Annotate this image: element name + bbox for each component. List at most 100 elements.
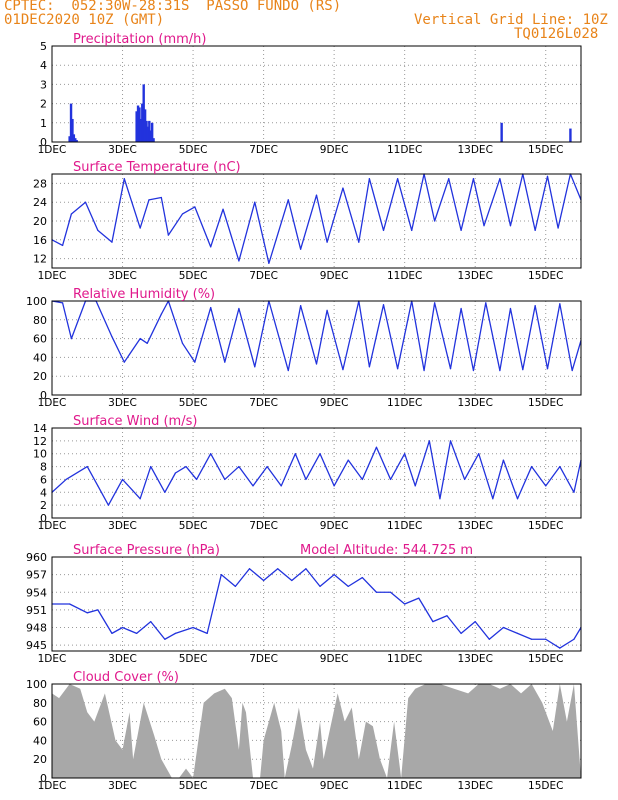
humidity-point [70, 338, 72, 340]
precip-bar [69, 103, 73, 142]
temperature-panel: 12 16 20 24 28 1DEC 3DEC 5DEC 7DEC 9DEC 11DEC 13DEC… [33, 160, 582, 282]
precipitation-y-tick-label: 1 [40, 117, 47, 130]
wind-point [414, 485, 416, 487]
wind-point [516, 498, 519, 500]
pressure-point [305, 568, 307, 570]
humidity-y-tick-label: 60 [33, 333, 47, 346]
wind-x-tick-label: 5DEC [179, 520, 208, 532]
pressure-x-tick-label: 15DEC [528, 653, 563, 665]
pressure-point [418, 597, 420, 599]
humidity-point [181, 342, 184, 344]
header-location: CPTEC: 052:30W-28:31S PASSO FUNDO (RS) [4, 0, 342, 14]
wind-y-tick-label: 8 [40, 461, 47, 474]
temperature-point [472, 178, 475, 180]
humidity-point [499, 369, 501, 372]
cloud-cover-x-tick-label: 1DEC [38, 780, 67, 792]
precip-bar [148, 120, 151, 142]
precip-bar [145, 120, 148, 142]
cloud-cover-frame [51, 683, 582, 779]
temperature-point [287, 199, 289, 201]
precipitation-frame [51, 45, 582, 143]
precip-bar [500, 122, 503, 142]
wind-point [97, 485, 99, 487]
temperature-x-tick-label: 1DEC [38, 270, 67, 282]
wind-x-tick-label: 1DEC [38, 520, 67, 532]
humidity-point [485, 302, 487, 304]
wind-y-tick-label: 12 [33, 435, 47, 448]
wind-point [185, 465, 187, 468]
cloud-cover-x-tick-label: 9DEC [320, 780, 349, 792]
temperature-point [358, 241, 360, 243]
wind-x-tick-label: 9DEC [320, 520, 349, 532]
precip-bar [141, 103, 144, 142]
cloud-cover-y-tick-label: 0 [40, 772, 47, 785]
wind-point [174, 472, 177, 474]
humidity-point [160, 313, 162, 315]
precip-bar [146, 126, 150, 142]
wind-point [333, 485, 335, 487]
cloud-cover-x-tick-label: 7DEC [249, 780, 278, 792]
humidity-point [342, 369, 344, 371]
precip-bar [142, 84, 145, 142]
temperature-y-tick-label: 24 [33, 196, 47, 209]
wind-point [86, 465, 88, 468]
wind-point [121, 478, 124, 481]
wind-point [428, 440, 430, 442]
temperature-point [181, 213, 184, 215]
pressure-point [460, 632, 462, 634]
wind-point [294, 453, 296, 455]
humidity-point [434, 302, 436, 304]
humidity-y-tick-label: 20 [33, 370, 47, 383]
humidity-point [460, 307, 462, 310]
temperature-point [194, 206, 196, 208]
pressure-point [121, 626, 124, 629]
temperature-point [397, 178, 399, 180]
wind-y-tick-label: 10 [33, 448, 47, 461]
temperature-point [534, 229, 536, 231]
humidity-point [194, 361, 196, 363]
humidity-x-tick-label: 1DEC [38, 397, 67, 409]
temperature-point [448, 178, 450, 180]
wind-point [449, 440, 452, 442]
precip-bar [149, 130, 152, 142]
header-model-code: TQ0126L028 [514, 26, 599, 42]
pressure-point [291, 579, 293, 582]
humidity-panel: 0 20 40 60 80 100 1DEC 3DEC 5DEC 7DEC 9DEC 11DEC 13D… [26, 287, 582, 409]
pressure-point [69, 603, 71, 605]
temperature-point [382, 229, 385, 231]
temperature-point [411, 229, 413, 231]
wind-y-tick-label: 0 [40, 512, 47, 525]
cloud-cover-panel: 0 20 40 60 80 100 1DEC 3DEC 5DEC 7DEC 9DEC 11DEC 13D… [26, 670, 582, 792]
wind-point [573, 491, 575, 493]
precipitation-y-tick-label: 0 [40, 136, 47, 149]
temperature-point [210, 246, 212, 248]
wind-point [439, 498, 441, 500]
temperature-point [123, 178, 125, 180]
precipitation-x-tick-label: 13DEC [457, 144, 492, 156]
temperature-point [97, 229, 99, 231]
precip-bar [152, 138, 155, 142]
cloud-cover-x-tick-label: 3DEC [108, 780, 137, 792]
temperature-title: Surface Temperature (nC) [73, 160, 241, 175]
temperature-x-tick-label: 5DEC [179, 270, 208, 282]
pressure-point [192, 626, 194, 629]
pressure-point [502, 626, 505, 629]
cloud-cover-x-tick-label: 11DEC [387, 780, 422, 792]
cloud-cover-y-tick-label: 40 [33, 734, 47, 747]
wind-line [51, 440, 582, 506]
humidity-y-tick-label: 80 [33, 314, 47, 327]
humidity-y-tick-label: 40 [33, 351, 47, 364]
precipitation-x-tick-label: 1DEC [38, 144, 67, 156]
wind-point [531, 465, 533, 468]
temperature-point [61, 244, 64, 247]
pressure-point [234, 585, 236, 587]
pressure-x-tick-label: 3DEC [108, 653, 137, 665]
wind-y-tick-label: 6 [40, 473, 47, 486]
temperature-point [509, 225, 512, 227]
pressure-point [86, 612, 88, 614]
humidity-point [326, 309, 328, 311]
temperature-point [499, 178, 501, 180]
humidity-point [571, 369, 573, 372]
wind-point [195, 478, 198, 481]
wind-x-tick-label: 7DEC [249, 520, 278, 532]
